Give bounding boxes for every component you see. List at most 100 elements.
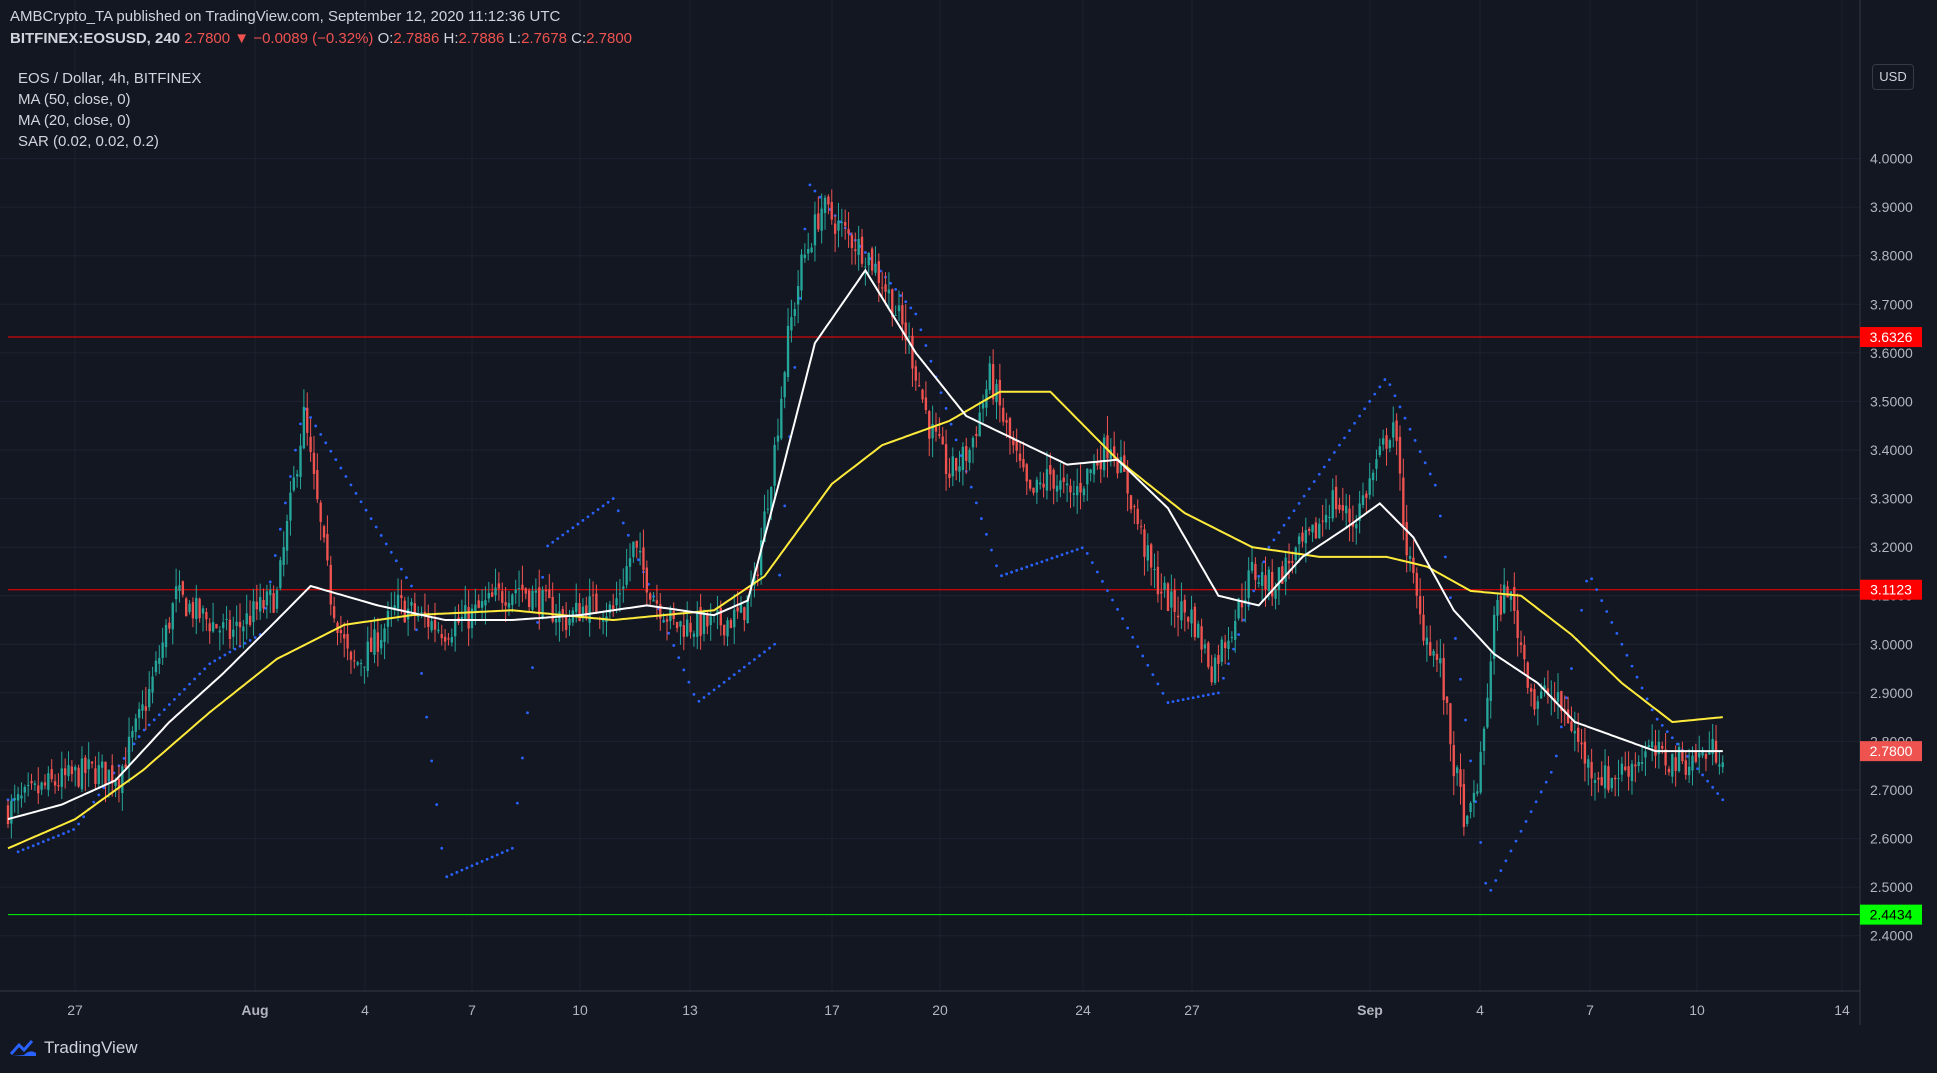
sar-dot [354, 491, 358, 495]
candle-body [1445, 696, 1449, 703]
candle-body [857, 238, 860, 255]
candle-body [961, 446, 965, 470]
candle-body [33, 783, 37, 785]
legend-sar[interactable]: SAR (0.02, 0.02, 0.2) [18, 133, 159, 150]
ma50-line [7, 390, 1723, 850]
candle-body [111, 765, 114, 784]
candle-body [322, 526, 326, 538]
candle-body [830, 202, 833, 220]
candle-body [850, 234, 854, 249]
candle-body [867, 252, 870, 266]
candle-body [1257, 582, 1260, 584]
legend-title[interactable]: EOS / Dollar, 4h, BITFINEX [18, 70, 202, 87]
sar-dot [591, 511, 595, 515]
sar-dot [616, 509, 620, 513]
candle-body [1560, 690, 1563, 711]
sar-dot [1025, 565, 1029, 569]
candle-body [618, 593, 622, 595]
candle-body [944, 444, 948, 475]
footer-brand[interactable]: TradingView [10, 1038, 138, 1058]
candle-body [1637, 761, 1640, 766]
price-badges: 3.6326 3.1123 2.4434 2.7800 [1860, 327, 1922, 925]
sar-dot [1126, 626, 1130, 630]
sar-dot [359, 500, 363, 504]
sar-dot [929, 359, 933, 363]
candle-body [326, 533, 329, 561]
candle-body [1193, 606, 1197, 638]
candle-body [497, 583, 501, 589]
sar-dot [299, 422, 302, 426]
sar-dot [1045, 558, 1049, 562]
candle-body [1620, 763, 1624, 775]
sar-dot [758, 654, 761, 658]
candle-body [1630, 763, 1634, 782]
candle-body [971, 437, 975, 448]
sar-dot [536, 621, 539, 624]
candle-body [1297, 536, 1301, 545]
candle-body [810, 247, 813, 253]
candle-body [1281, 566, 1284, 584]
candle-body [1146, 545, 1149, 561]
sar-dot [188, 682, 191, 686]
candle-body [154, 660, 158, 673]
price-levels [8, 336, 1860, 916]
symbol-line: BITFINEX:EOSUSD, 240 2.7800 ▼ −0.0089 (−… [10, 30, 632, 47]
candle-body [1321, 520, 1324, 522]
y-tick-label: 3.5000 [1870, 393, 1913, 409]
candle-body [1089, 469, 1092, 473]
last-price-badge [1860, 741, 1922, 762]
sar-dot [737, 669, 741, 673]
sar-dot [198, 672, 202, 676]
candle-body [1617, 778, 1620, 780]
candle-body [1338, 504, 1341, 510]
candle-body [1432, 651, 1435, 656]
candle-body [1345, 505, 1348, 514]
candle-body [1661, 745, 1664, 749]
sar-dot [773, 642, 776, 646]
sar-dot [480, 860, 484, 863]
candle-body [1005, 420, 1008, 423]
candle-body [1183, 599, 1186, 613]
candle-body [978, 412, 981, 437]
candle-body [706, 614, 709, 627]
candle-body [776, 435, 780, 442]
sar-dot [1469, 759, 1472, 763]
sar-dot [1418, 450, 1422, 454]
symbol[interactable]: BITFINEX:EOSUSD, 240 [10, 30, 181, 47]
currency-button[interactable]: USD [1872, 64, 1914, 90]
candle-body [427, 615, 430, 627]
candle-body [1334, 486, 1338, 510]
candle-body [504, 602, 507, 606]
candle-body [1328, 517, 1331, 519]
sar-dot [405, 576, 408, 579]
candle-body [884, 284, 887, 292]
sar-dot [1479, 841, 1483, 844]
candle-body [447, 638, 450, 640]
sar-dot [1464, 718, 1467, 722]
candle-body [349, 651, 353, 660]
candle-body [1587, 759, 1590, 768]
sar-dot [445, 875, 449, 879]
candle-body [1237, 598, 1240, 619]
candle-body [1069, 485, 1072, 493]
candle-body [823, 197, 827, 214]
sar-dot [278, 527, 282, 531]
legend-ma50[interactable]: MA (50, close, 0) [18, 91, 131, 108]
sar-dot [253, 636, 257, 639]
candle-body [275, 590, 279, 609]
sar-dot [46, 838, 50, 842]
sar-dot [213, 659, 217, 663]
legend-ma20[interactable]: MA (20, close, 0) [18, 112, 131, 129]
candle-body [1476, 791, 1479, 794]
candle-body [1452, 745, 1455, 777]
candle-body [141, 704, 144, 711]
last-price: 2.7800 [184, 30, 231, 47]
price-level-label: 2.4434 [1870, 907, 1913, 923]
candle-body [10, 800, 13, 824]
sar-dot [1524, 820, 1528, 823]
time-axis[interactable]: 27 Aug 4 7 10 13 17 20 24 27 Sep 4 7 10 14 [67, 1002, 1850, 1018]
sar-dot [707, 692, 711, 696]
sar-dot [1090, 561, 1094, 565]
candle-body [759, 540, 763, 576]
